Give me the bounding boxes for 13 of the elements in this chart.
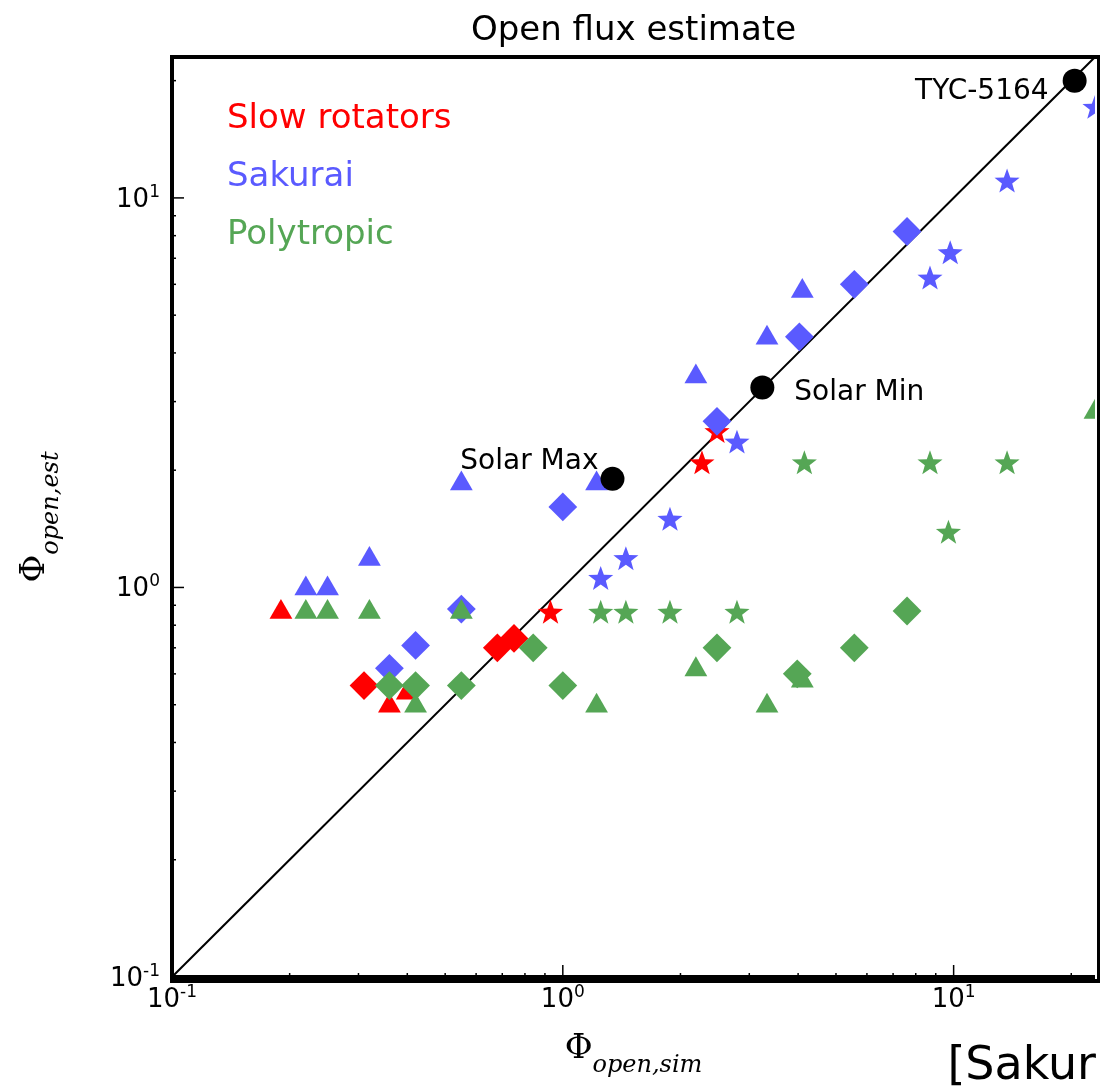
text: Sakurai	[227, 153, 355, 196]
annotation: Solar Max	[460, 442, 599, 476]
x-tick-label: 10$^{1}$	[931, 981, 976, 1013]
x-axis-title: Φ$_{open,sim}$	[564, 1026, 703, 1078]
text: Polytropic	[227, 211, 395, 254]
text: Slow rotators	[227, 95, 452, 138]
y-tick-label: 10$^{0}$	[116, 570, 160, 603]
x-tick-label: 10$^{0}$	[540, 981, 585, 1013]
annotation: Solar Min	[794, 373, 925, 407]
chart-title: Open flux estimate	[469, 8, 798, 48]
y-tick-label: 10$^{1}$	[116, 180, 160, 213]
annotation: TYC-5164	[914, 72, 1049, 106]
text: [Sakur	[947, 1036, 1096, 1090]
